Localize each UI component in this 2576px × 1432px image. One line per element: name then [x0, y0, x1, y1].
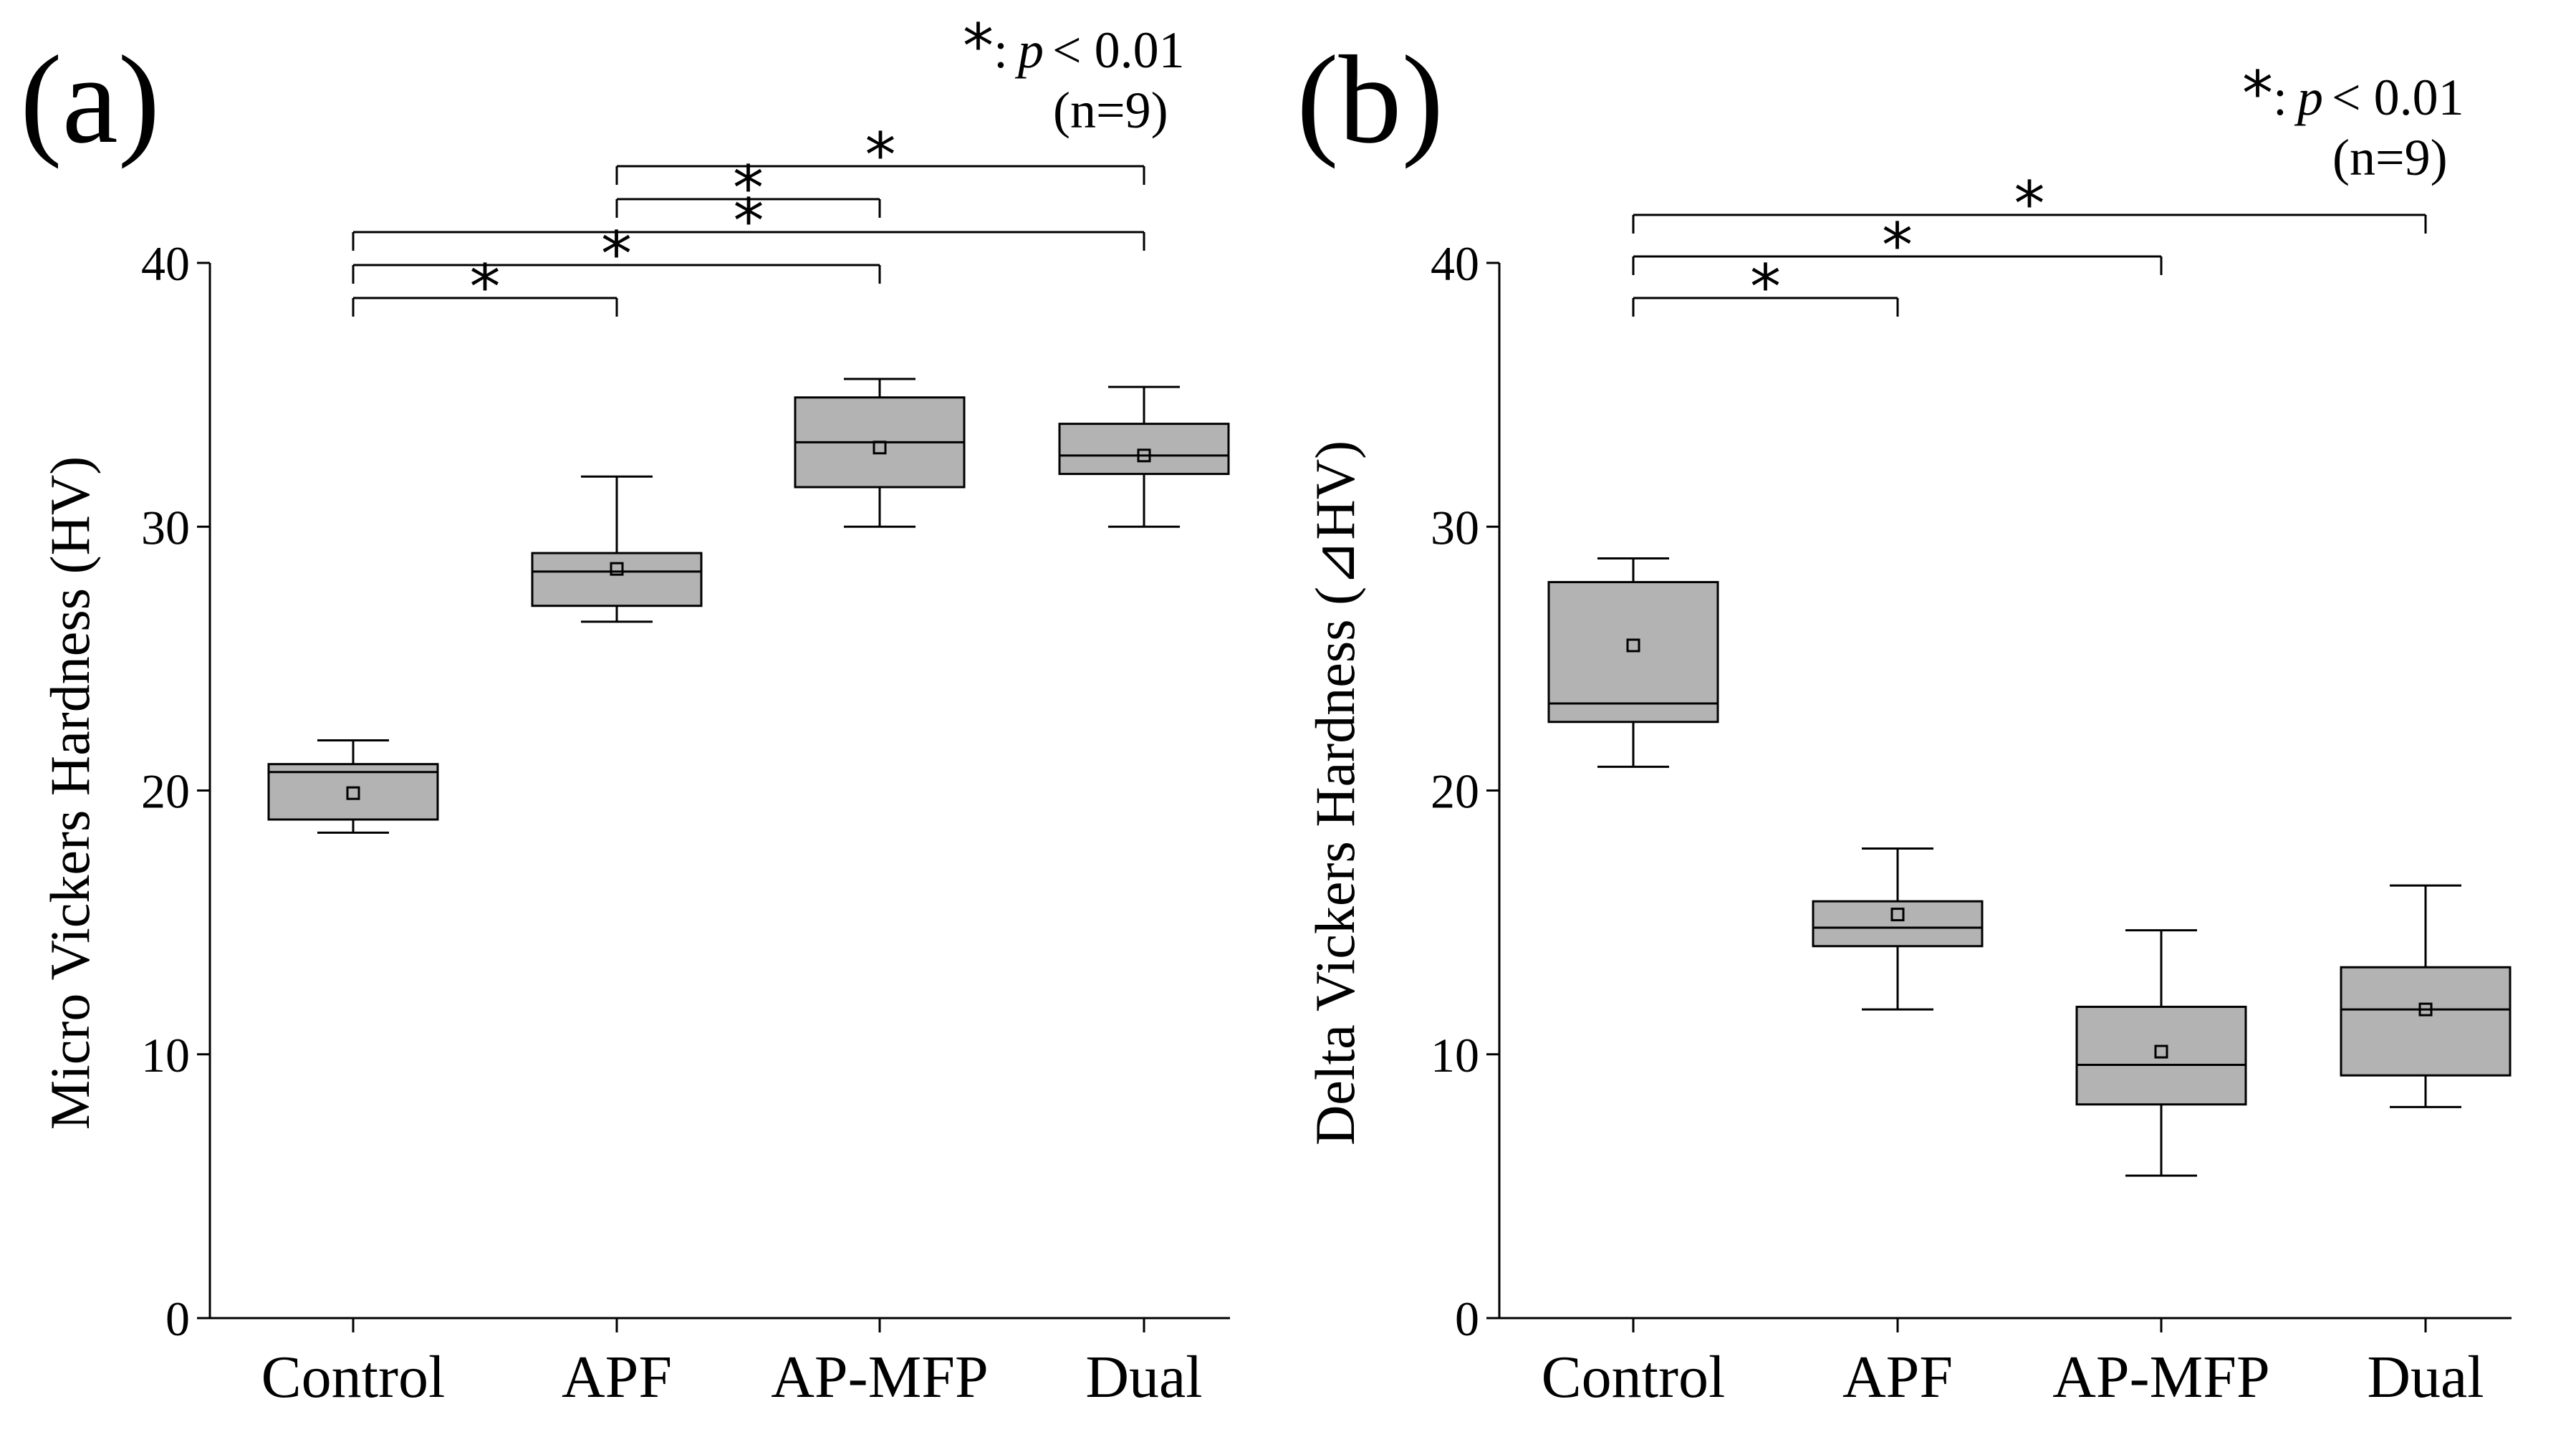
panel-a-legend-star: * — [963, 11, 994, 82]
panel-a-legend-threshold: < 0.01 — [1052, 21, 1185, 79]
panel-a-category-label: Control — [261, 1344, 446, 1411]
panel-a-box-apf — [531, 475, 703, 623]
panel-a-box-dual — [1058, 385, 1230, 528]
panel-b-y-tick-label: 30 — [1431, 500, 1479, 554]
panel-b-legend-colon: : — [2273, 69, 2287, 126]
panel-b-legend-star: * — [2242, 58, 2273, 130]
panel-a-category-label: AP-MFP — [771, 1344, 988, 1411]
panel-a-legend-n: (n=9) — [1053, 82, 1168, 139]
panel-a-legend-line1: *: p < 0.01 — [963, 11, 1185, 82]
panel-a-iqr-box — [531, 552, 703, 607]
panel-a-mean-marker — [1137, 448, 1151, 463]
panel-b-significance-0-3: * — [1632, 168, 2427, 240]
panel-a-mean-marker — [873, 441, 887, 455]
panel-b-legend-p: p — [2294, 69, 2323, 126]
panel-b-mean-marker — [1890, 908, 1905, 922]
panel-b-iqr-box — [2075, 1005, 2247, 1106]
panel-a-box-ap-mfp — [794, 378, 966, 528]
panel-b-y-tick-label: 0 — [1455, 1292, 1479, 1346]
panel-a-iqr-box — [1058, 423, 1230, 476]
panel-a-box-control — [267, 739, 439, 834]
panel-b-category-label: AP-MFP — [2052, 1344, 2269, 1411]
panel-a-legend: *: p < 0.01 (n=9) — [963, 11, 1185, 139]
panel-b-y-axis-label: Delta Vickers Hardness (⊿HV) — [1304, 441, 1366, 1145]
panel-b-significance-0-1: * — [1632, 251, 1899, 323]
panel-b-category-label: Control — [1542, 1344, 1726, 1411]
panel-a-significance-star: * — [865, 120, 896, 191]
panel-a-category-label: Dual — [1085, 1344, 1202, 1411]
panel-b-legend-line1: *: p < 0.01 — [2242, 58, 2464, 130]
panel-b-box-dual — [2340, 884, 2512, 1108]
panel-b-significance-star: * — [1882, 210, 1913, 282]
panel-b-category-label: Dual — [2367, 1344, 2484, 1411]
panel-a-significance-0-2: * — [352, 218, 881, 290]
panel-b-legend-threshold: < 0.01 — [2332, 69, 2464, 126]
panel-a-legend-p: p — [1014, 21, 1044, 79]
panel-a-y-tick-label: 20 — [141, 764, 190, 819]
panel-b-y-tick-label: 40 — [1431, 236, 1479, 291]
panel-b-box-control — [1547, 557, 1719, 768]
panel-a-category-label: APF — [562, 1344, 672, 1411]
panel-a-mean-marker — [346, 786, 360, 800]
panel-a-significance-1-3: * — [615, 120, 1145, 191]
panel-a-significance-1-2: * — [615, 153, 881, 224]
panel-b-significance-star: * — [1750, 251, 1781, 323]
panel-a-y-axis-label: Micro Vickers Hardness (HV) — [39, 456, 101, 1130]
panel-a-significance-star: * — [734, 186, 764, 257]
panel-a-significance-star: * — [733, 153, 764, 224]
panel-b-y-tick-label: 10 — [1431, 1028, 1479, 1082]
panel-b-category-label: APF — [1842, 1344, 1953, 1411]
panel-a-y-tick-label: 40 — [141, 236, 190, 291]
panel-a-label: (a) — [20, 30, 160, 170]
panel-b-legend-n: (n=9) — [2332, 129, 2448, 186]
panel-a-significance-star: * — [470, 251, 501, 323]
panel-a-mean-marker — [610, 562, 624, 576]
panel-b-box-apf — [1812, 847, 1984, 1011]
panel-b-iqr-box — [2340, 966, 2512, 1077]
panel-a: (a) *: p < 0.01 (n=9) Micro Vickers Hardne… — [20, 11, 1230, 1411]
panel-a-significance-0-1: * — [352, 251, 618, 323]
panel-b-label: (b) — [1297, 30, 1443, 170]
panel-a-legend-colon: : — [994, 21, 1008, 79]
panel-b-mean-marker — [2154, 1044, 2168, 1059]
panel-a-y-tick-label: 10 — [141, 1028, 190, 1082]
panel-b-significance-star: * — [2014, 168, 2045, 240]
panel-b-y-tick-label: 20 — [1431, 764, 1479, 819]
panel-a-y-tick-label: 0 — [165, 1292, 190, 1346]
panel-b: (b) *: p < 0.01 (n=9) Delta Vickers Hardne… — [1297, 30, 2512, 1411]
panel-b-mean-marker — [2418, 1002, 2433, 1017]
panel-b-box-ap-mfp — [2075, 929, 2247, 1177]
panel-a-y-tick-label: 30 — [141, 500, 190, 554]
panel-b-significance-0-2: * — [1632, 210, 2163, 282]
panel-b-legend: *: p < 0.01 (n=9) — [2242, 58, 2464, 186]
panel-b-plot: 0 10 20 30 40 Control APF AP-MFP Dual * * * — [1431, 168, 2512, 1411]
panel-a-significance-0-3: * — [352, 186, 1145, 257]
panel-a-significance-star: * — [601, 218, 632, 290]
panel-a-iqr-box — [267, 763, 439, 821]
panel-b-mean-marker — [1626, 638, 1640, 653]
